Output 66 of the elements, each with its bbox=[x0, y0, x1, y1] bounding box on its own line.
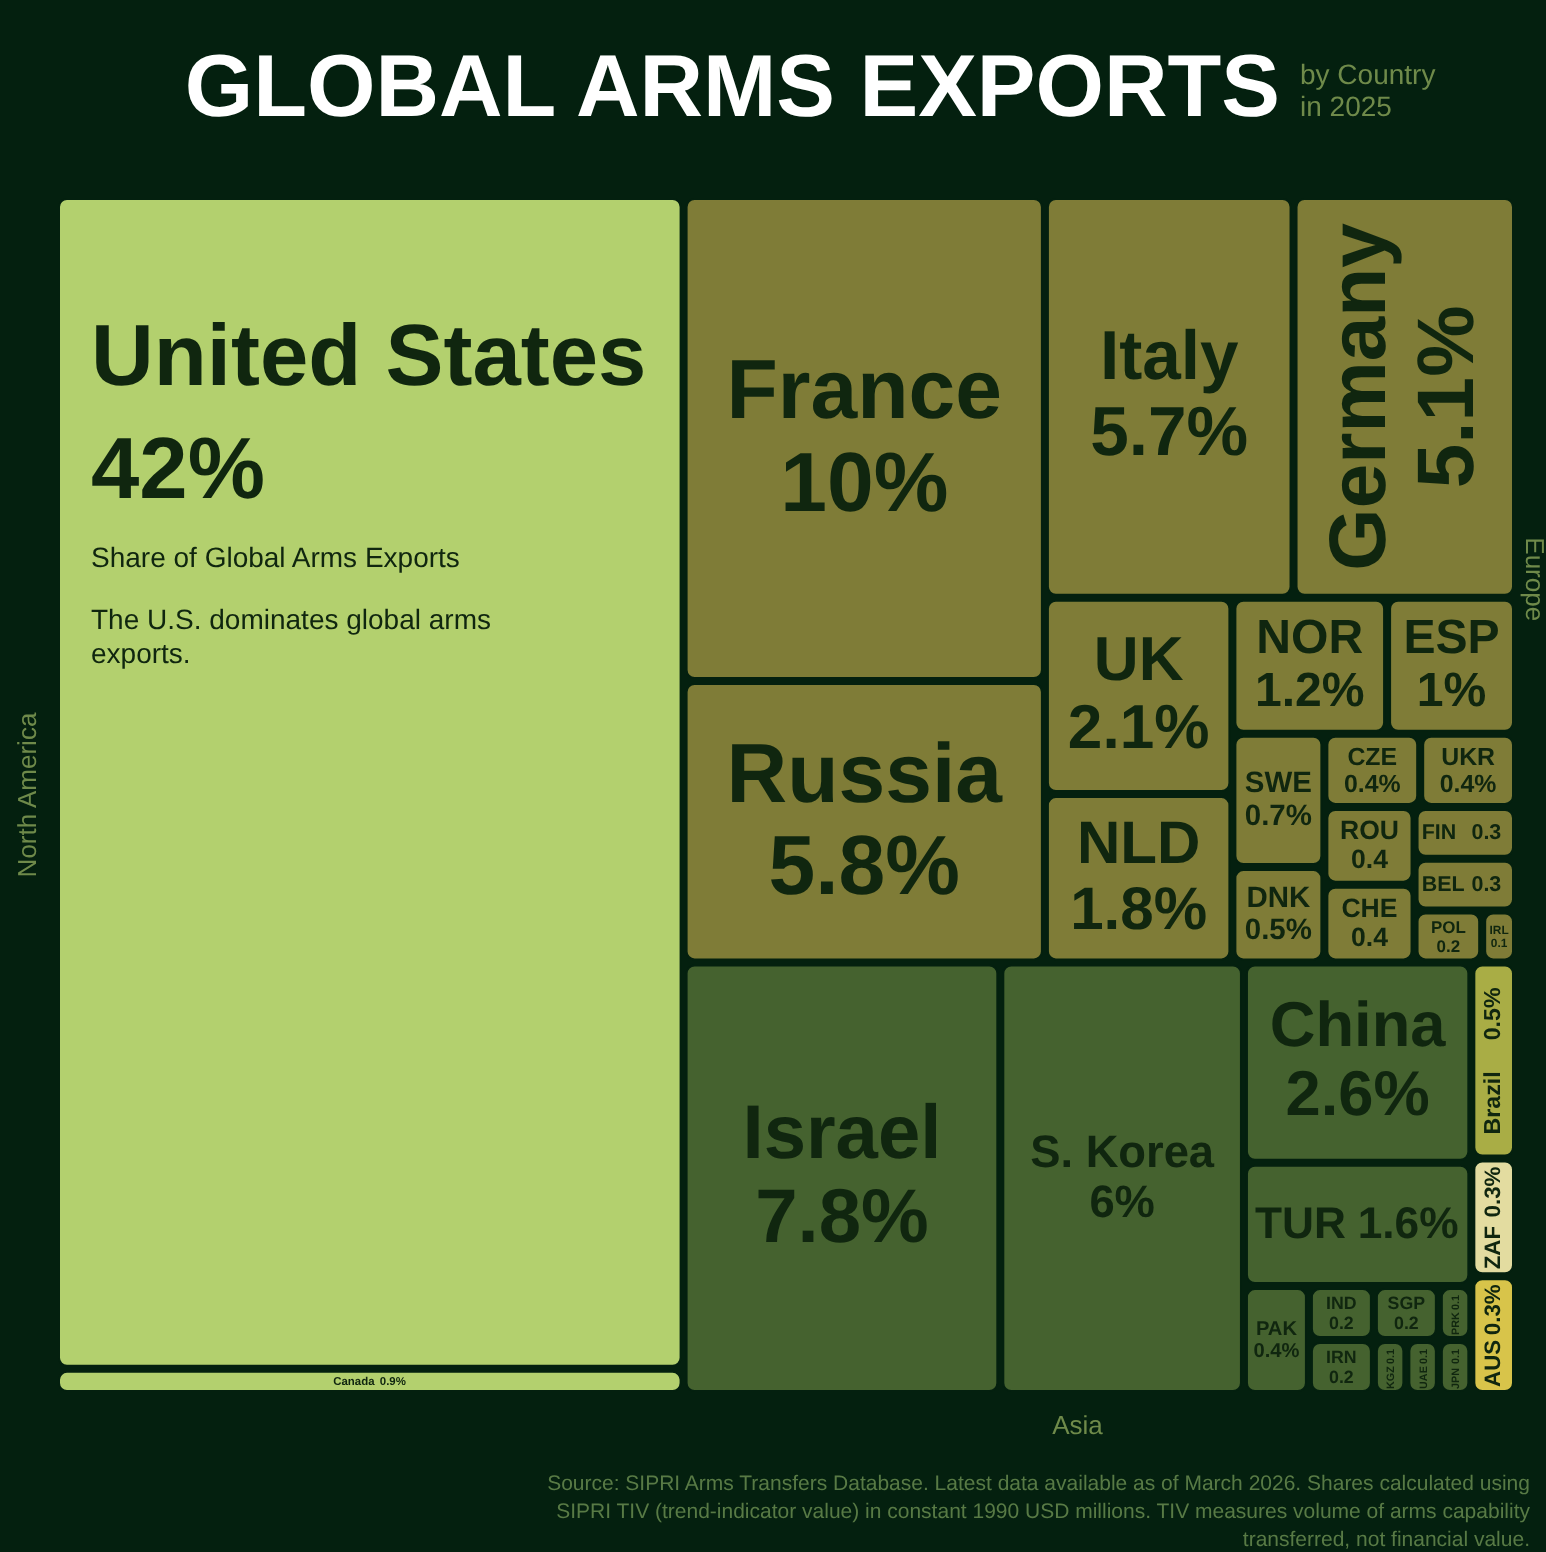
data-label: 7.8% bbox=[755, 1176, 929, 1261]
category-label: NOR bbox=[1256, 611, 1364, 666]
category-label: AUS bbox=[1481, 1339, 1506, 1387]
category-label: NLD bbox=[1076, 811, 1201, 878]
category-label: CZE bbox=[1347, 742, 1398, 771]
data-label: 0.4 bbox=[1351, 922, 1390, 953]
text: Europe bbox=[1520, 537, 1546, 622]
data-label: 5.7% bbox=[1090, 395, 1249, 472]
data-label: 5.8% bbox=[768, 817, 960, 912]
category-label: SWE bbox=[1244, 768, 1313, 801]
text: Share of Global Arms Exports bbox=[91, 540, 460, 573]
text: GLOBAL ARMS EXPORTS bbox=[184, 38, 1280, 136]
data-label: 0.4% bbox=[1439, 770, 1497, 799]
category-label: ROU bbox=[1339, 815, 1399, 846]
data-label: 0.5% bbox=[1244, 914, 1312, 947]
category-label: Russia bbox=[726, 725, 1004, 820]
data-label: 0.3 bbox=[1471, 872, 1502, 897]
data-label: 0.2 bbox=[1436, 935, 1461, 956]
data-label: 0.4% bbox=[1343, 770, 1401, 799]
data-label: 0.2 bbox=[1329, 1312, 1354, 1333]
text: The U.S. dominates global arms exports. bbox=[91, 602, 491, 669]
data-label: 0.3% bbox=[1481, 1166, 1506, 1218]
category-label: IND bbox=[1326, 1293, 1358, 1314]
data-label: 0.7% bbox=[1244, 800, 1312, 833]
category-label: China bbox=[1269, 987, 1447, 1060]
category-label: UK bbox=[1093, 623, 1185, 694]
category-label: CHE bbox=[1341, 892, 1398, 923]
data-label: 0.4 bbox=[1351, 844, 1390, 875]
category-label: PAK bbox=[1255, 1318, 1299, 1341]
data-label: 1.2% bbox=[1254, 664, 1365, 719]
category-label: DNK bbox=[1246, 882, 1312, 915]
category-label: POL bbox=[1430, 917, 1466, 938]
category-label: ESP bbox=[1403, 611, 1500, 666]
data-label: 0.2 bbox=[1394, 1312, 1419, 1333]
data-label: 1.6% bbox=[1357, 1198, 1460, 1249]
category-label: Italy bbox=[1099, 318, 1241, 395]
category-label: ZAF bbox=[1481, 1225, 1506, 1270]
text: by Country in 2025 bbox=[1300, 58, 1436, 122]
category-label: TUR bbox=[1254, 1198, 1346, 1249]
data-label: 0.4% bbox=[1253, 1341, 1300, 1364]
data-label: 0.2 bbox=[1329, 1366, 1354, 1387]
data-label: 0.3 bbox=[1471, 820, 1502, 845]
category-label: France bbox=[726, 342, 1002, 437]
text: North America bbox=[12, 711, 42, 878]
source-note: Source: SIPRI Arms Transfers Database. Latest data available as of March 2026. Shares calculated using SIPRI TIV (trend-indicator value) in constant 1990 USD millions. TIV measures volume of arms capability transferred, not financial value. bbox=[547, 1472, 1532, 1552]
data-label: 2.1% bbox=[1067, 692, 1210, 763]
data-label: 42% bbox=[91, 422, 265, 519]
data-label: 0.5% bbox=[1481, 987, 1506, 1041]
data-label: 10% bbox=[780, 434, 949, 529]
category-label: Germany bbox=[1314, 221, 1403, 571]
category-label: S. Korea bbox=[1030, 1125, 1215, 1178]
category-label: IRN bbox=[1326, 1347, 1357, 1368]
data-label: 1% bbox=[1416, 664, 1487, 719]
data-label: 5.1% bbox=[1402, 305, 1491, 489]
category-label: Israel bbox=[742, 1092, 942, 1177]
data-label: 6% bbox=[1089, 1175, 1155, 1228]
data-label: 1.8% bbox=[1070, 877, 1208, 944]
data-label: 2.6% bbox=[1285, 1057, 1430, 1130]
category-label: FIN bbox=[1421, 820, 1457, 845]
data-label: 0.3% bbox=[1481, 1284, 1506, 1336]
category-label: UKR bbox=[1441, 742, 1496, 771]
category-label: BEL bbox=[1421, 872, 1466, 897]
text: Asia bbox=[1052, 1410, 1105, 1440]
category-label: SGP bbox=[1387, 1293, 1426, 1314]
category-label: United States bbox=[91, 309, 647, 405]
category-label: Brazil bbox=[1481, 1071, 1506, 1135]
